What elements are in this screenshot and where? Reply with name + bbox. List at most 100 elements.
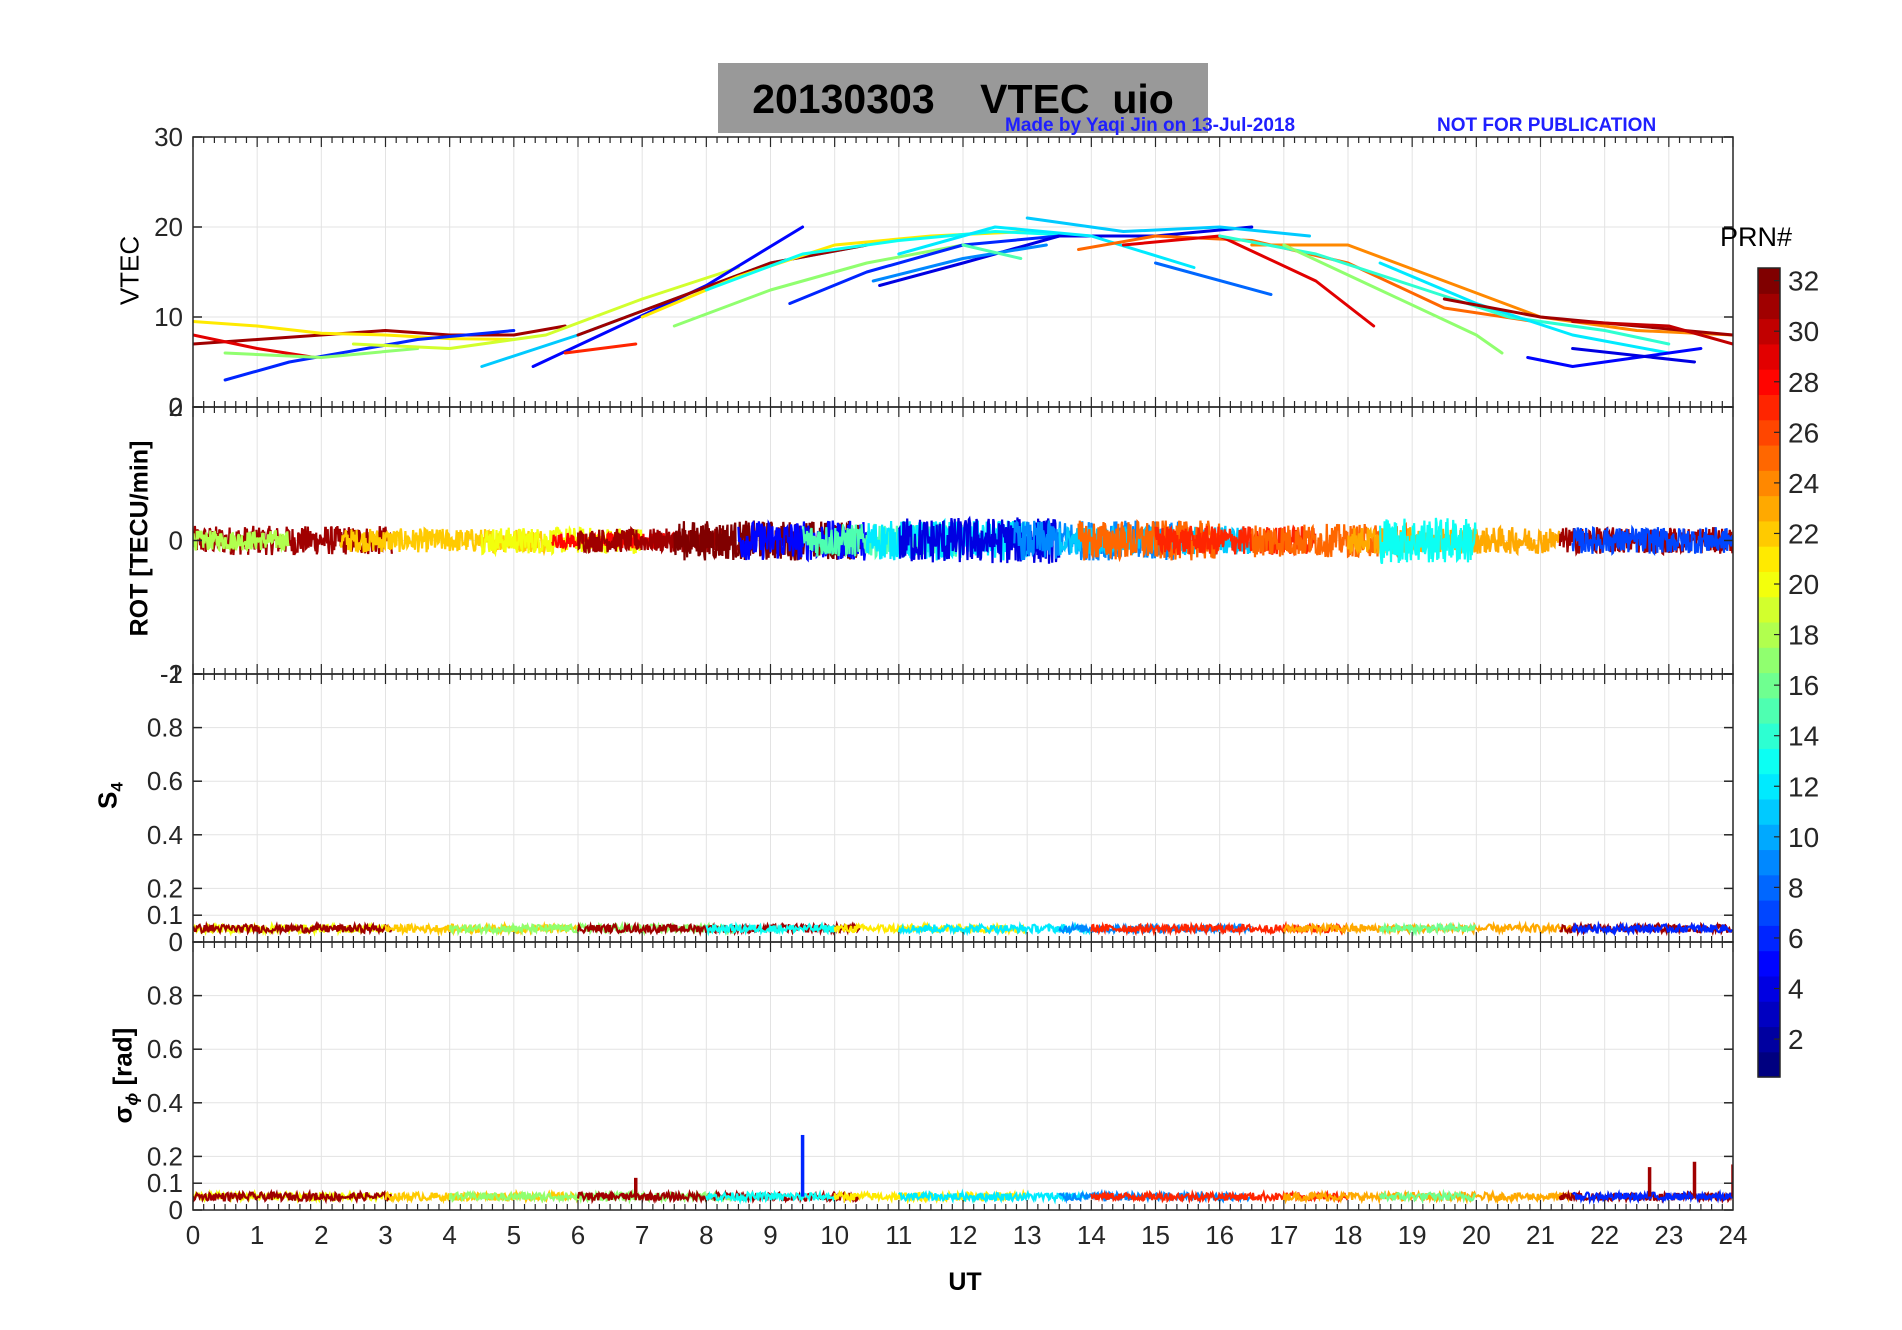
colorbar-swatch — [1758, 849, 1780, 876]
xtick-label: 9 — [763, 1220, 777, 1250]
colorbar-swatch — [1758, 1001, 1780, 1028]
colorbar-swatch — [1758, 697, 1780, 724]
vtec-series-group — [193, 216, 1733, 382]
rot-series-group — [193, 515, 1733, 565]
xtick-label: 16 — [1205, 1220, 1234, 1250]
xtick-label: 8 — [699, 1220, 713, 1250]
colorbar-swatch — [1758, 343, 1780, 370]
sigma-ylabel: σϕ [rad] — [107, 1027, 142, 1124]
colorbar-swatch — [1758, 874, 1780, 901]
vtec-series-line — [1378, 261, 1671, 355]
colorbar-swatch — [1758, 621, 1780, 648]
sigma-series-line — [1558, 1189, 1733, 1205]
colorbar-tick-label: 2 — [1788, 1024, 1804, 1055]
s4-ylabel: S4 — [92, 782, 127, 809]
vtec-series-line — [193, 324, 567, 346]
s4-series-line — [1379, 921, 1477, 937]
vtec-series-line — [1526, 347, 1703, 368]
vtec-series-line — [1250, 243, 1733, 337]
sigma-series-line — [898, 1188, 1091, 1205]
colorbar-swatch — [1758, 723, 1780, 749]
colorbar-tick-label: 6 — [1788, 923, 1804, 954]
sigma-ytick-label: 0.4 — [147, 1088, 183, 1118]
vtec-series-line — [1571, 347, 1696, 364]
colorbar-swatch — [1758, 1026, 1780, 1053]
xtick-label: 5 — [507, 1220, 521, 1250]
colorbar-swatch — [1758, 293, 1780, 320]
xtick-label: 20 — [1462, 1220, 1491, 1250]
colorbar-title: PRN# — [1720, 222, 1793, 252]
xtick-label: 14 — [1077, 1220, 1106, 1250]
rot-ytick-label: -2 — [160, 659, 183, 689]
s4-ytick-label: 0 — [169, 927, 183, 957]
colorbar-swatch — [1758, 900, 1780, 926]
colorbar-swatch — [1758, 798, 1780, 825]
rot-ylabel: ROT [TECU/min] — [125, 440, 154, 637]
colorbar-tick-label: 30 — [1788, 316, 1819, 347]
sigma-series-line — [705, 1189, 836, 1205]
colorbar-swatch — [1758, 495, 1780, 522]
vtec-ytick-label: 30 — [154, 122, 183, 152]
colorbar-swatch — [1758, 975, 1780, 1002]
colorbar-tick-label: 8 — [1788, 872, 1804, 903]
colorbar-tick-label: 10 — [1788, 822, 1819, 853]
vtec-series-line — [1025, 216, 1311, 238]
sigma-ytick-label: 0.2 — [147, 1141, 183, 1171]
s4-ytick-label: 0.4 — [147, 820, 183, 850]
vtec-series-line — [897, 225, 1196, 269]
colorbar-swatch — [1758, 268, 1780, 294]
xtick-label: 3 — [378, 1220, 392, 1250]
sigma-series-line — [193, 1188, 393, 1205]
s4-series-line — [193, 920, 393, 936]
s4-series-line — [897, 920, 1092, 937]
colorbar-tick-label: 16 — [1788, 670, 1819, 701]
colorbar-swatch — [1758, 369, 1780, 396]
xtick-label: 12 — [949, 1220, 978, 1250]
vtec-ytick-label: 10 — [154, 302, 183, 332]
xtick-label: 22 — [1590, 1220, 1619, 1250]
axes-layer: 0102030-20200.10.20.40.60.8100.10.20.40.… — [147, 122, 1748, 1250]
xtick-label: 6 — [571, 1220, 585, 1250]
vtec-series-line — [531, 225, 805, 368]
vtec-series-line — [576, 243, 869, 337]
xtick-label: 2 — [314, 1220, 328, 1250]
vtec-series-line — [704, 230, 1093, 292]
xtick-label: 19 — [1398, 1220, 1427, 1250]
s4-ytick-label: 0.2 — [147, 873, 183, 903]
colorbar-swatch — [1758, 444, 1780, 471]
vtec-series-line — [961, 243, 1023, 260]
colorbar-tick-label: 22 — [1788, 518, 1819, 549]
rot-ytick-label: 2 — [169, 392, 183, 422]
vtec-series-line — [480, 243, 869, 368]
rot-series-line — [193, 530, 290, 553]
colorbar-swatch — [1758, 520, 1780, 547]
colorbar-tick-label: 32 — [1788, 266, 1819, 297]
xtick-label: 10 — [820, 1220, 849, 1250]
vtec-ytick-label: 0 — [169, 392, 183, 422]
vtec-series-line — [878, 225, 1254, 287]
s4-series-line — [1571, 920, 1733, 937]
vtec-series-line — [1154, 261, 1273, 296]
sigma-series-line — [1282, 1189, 1573, 1205]
sigma-series-group — [193, 1134, 1733, 1205]
vtec-series-line — [672, 243, 965, 328]
xtick-label: 21 — [1526, 1220, 1555, 1250]
xtick-label: 4 — [442, 1220, 456, 1250]
colorbar-tick-label: 20 — [1788, 569, 1819, 600]
xtick-label: 0 — [186, 1220, 200, 1250]
vtec-series-line — [223, 329, 516, 382]
colorbar-tick-label: 4 — [1788, 974, 1804, 1005]
sigma-axes-box — [192, 941, 1734, 1211]
sigma-ytick-label: 0.8 — [147, 981, 183, 1011]
vtec-series-line — [1121, 234, 1376, 328]
xtick-label: 15 — [1141, 1220, 1170, 1250]
xtick-label: 24 — [1719, 1220, 1748, 1250]
vtec-ytick-label: 20 — [154, 212, 183, 242]
xtick-label: 11 — [885, 1220, 912, 1250]
colorbar-swatch — [1758, 571, 1780, 598]
s4-ytick-label: 0.6 — [147, 766, 183, 796]
colorbar-swatch — [1758, 419, 1780, 446]
xtick-label: 18 — [1334, 1220, 1363, 1250]
vtec-series-line — [193, 320, 516, 341]
s4-series-line — [1282, 920, 1573, 937]
